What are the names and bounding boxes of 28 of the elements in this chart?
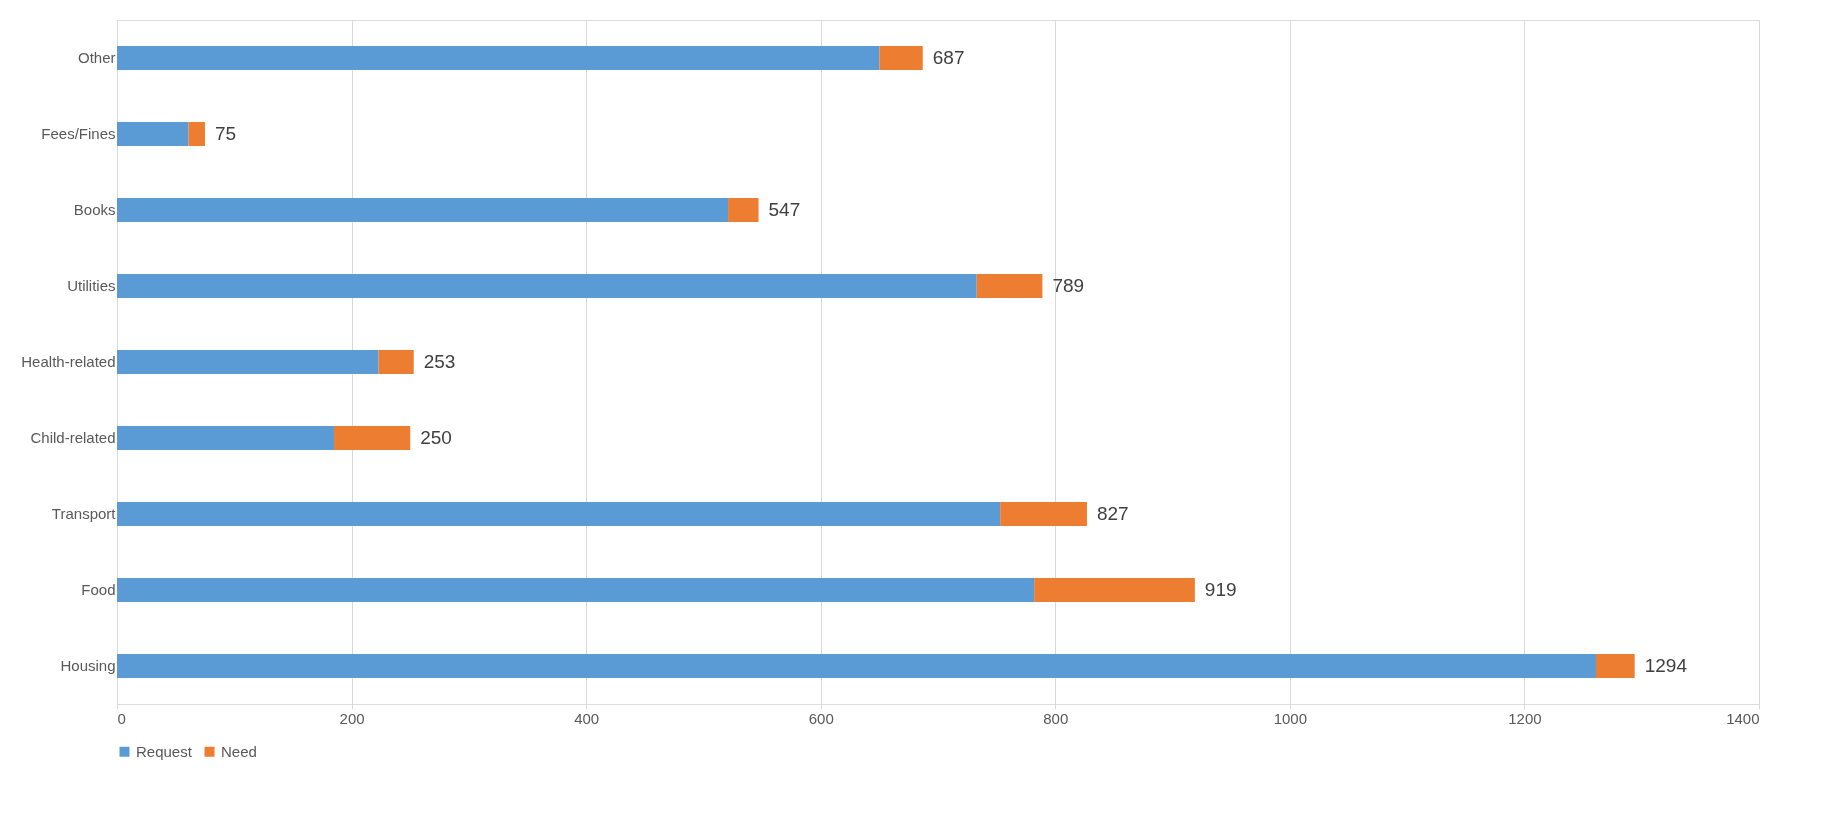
x-tick-label: 800 xyxy=(1043,709,1069,727)
total-label: 687 xyxy=(932,47,965,68)
y-tick-label: Food xyxy=(81,581,116,598)
y-tick-label: Other xyxy=(77,49,116,66)
y-tick-label: Child-related xyxy=(30,429,116,446)
total-label: 75 xyxy=(214,123,237,144)
total-label: 789 xyxy=(1052,275,1085,296)
x-tick-label: 1200 xyxy=(1508,709,1542,727)
total-label: 919 xyxy=(1204,579,1237,600)
total-label: 547 xyxy=(768,199,801,220)
total-label: 827 xyxy=(1096,503,1129,524)
total-label: 250 xyxy=(420,427,452,448)
x-tick-label: 1400 xyxy=(1726,709,1760,727)
x-tick-label: 400 xyxy=(574,709,600,727)
y-tick-label: Utilities xyxy=(67,277,116,294)
y-tick-label: Fees/Fines xyxy=(41,125,116,142)
legend-label: Need xyxy=(221,742,257,760)
x-tick-label: 1000 xyxy=(1273,709,1308,727)
y-tick-label: Health-related xyxy=(21,353,116,370)
legend-label: Request xyxy=(136,742,193,760)
y-tick-label: Housing xyxy=(60,657,116,674)
total-label: 253 xyxy=(423,351,456,372)
y-tick-label: Books xyxy=(73,201,116,218)
x-tick-label: 200 xyxy=(339,709,365,727)
total-label: 1294 xyxy=(1644,655,1688,676)
x-tick-label: 600 xyxy=(808,709,834,727)
x-tick-label: 0 xyxy=(117,709,126,727)
y-tick-label: Transport xyxy=(51,505,117,522)
